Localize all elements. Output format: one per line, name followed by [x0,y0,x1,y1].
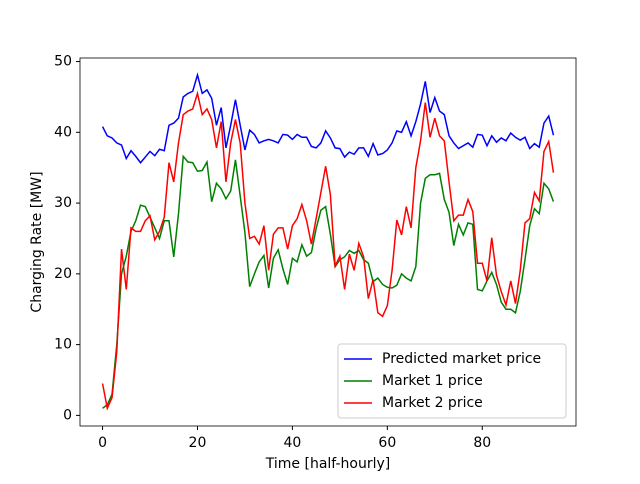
y-tick-label: 0 [63,407,72,423]
x-tick-label: 40 [283,435,301,451]
y-tick-label: 20 [54,266,72,282]
legend-box [337,343,567,419]
y-tick-label: 10 [54,337,72,353]
series-line [101,72,555,164]
x-tick-label: 0 [98,435,107,451]
series-line [102,154,555,409]
legend-label: Market 1 price [382,373,483,389]
x-tick-label: 60 [378,435,396,451]
y-axis-label: Charging Rate [MW] [29,171,45,312]
plot-frame [79,57,577,427]
y-tick-label: 30 [54,195,72,211]
y-tick-label: 40 [54,124,72,140]
legend-label: Predicted market price [382,351,541,367]
series-line [101,90,555,411]
x-axis-label: Time [half-hourly] [265,456,390,472]
x-tick-label: 80 [473,435,491,451]
legend-label: Market 2 price [382,395,483,411]
y-tick-label: 50 [54,54,72,70]
x-tick-label: 20 [189,435,207,451]
